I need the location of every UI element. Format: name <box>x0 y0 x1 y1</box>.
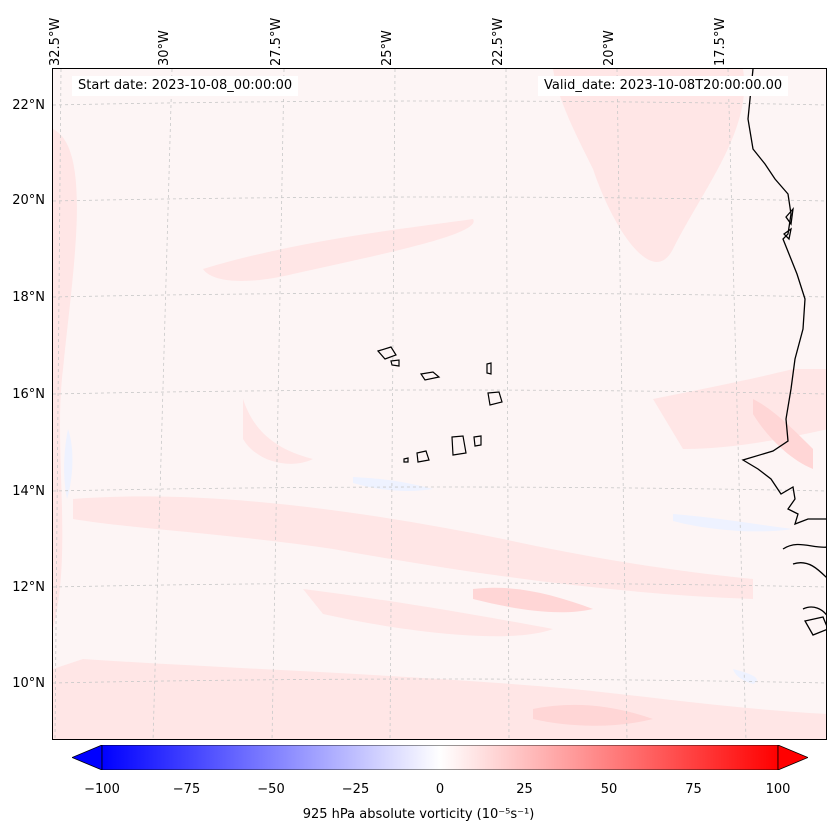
map-panel[interactable] <box>52 68 827 740</box>
start-date-label: Start date: 2023-10-08_00:00:00 <box>72 76 299 96</box>
lat-label-22n: 22°N <box>12 98 45 113</box>
brava-island <box>403 457 409 463</box>
colorbar-title: 925 hPa absolute vorticity (10⁻⁵s⁻¹) <box>302 807 535 822</box>
lat-label-12n: 12°N <box>12 580 45 595</box>
coastline <box>741 69 826 636</box>
lon-label-32-5w: 32.5°W <box>48 17 63 66</box>
colorbar-tick-label: 50 <box>600 782 618 797</box>
graticule <box>53 69 826 739</box>
lon-label-17-5w: 17.5°W <box>713 17 728 66</box>
lat-label-16n: 16°N <box>12 387 45 402</box>
lat-label-18n: 18°N <box>12 290 45 305</box>
colorbar-tick-label: 25 <box>516 782 533 797</box>
colorbar <box>72 745 808 770</box>
colorbar-tick-label: 100 <box>765 782 791 797</box>
lat-label-10n: 10°N <box>12 676 45 691</box>
colorbar-tick-label: −50 <box>257 782 285 797</box>
lat-label-14n: 14°N <box>12 484 45 499</box>
sao-vicente-island <box>390 359 400 367</box>
colorbar-max-extend <box>777 745 808 770</box>
lon-label-27-5w: 27.5°W <box>269 17 284 66</box>
sao-nicolau-island <box>419 371 441 381</box>
boa-vista-island <box>487 391 503 406</box>
positive-vorticity-fields <box>53 69 826 739</box>
colorbar-tick-label: −25 <box>341 782 370 797</box>
santo-antao-island <box>376 346 397 360</box>
lon-label-20w: 20°W <box>602 30 617 66</box>
fogo-island <box>416 450 430 463</box>
colorbar-tick-label: −75 <box>172 782 201 797</box>
valid-date-label: Valid_date: 2023-10-08T20:00:00.00 <box>538 76 789 96</box>
colorbar-tick-label: 75 <box>685 782 702 797</box>
colorbar-tick-label: 0 <box>435 782 445 797</box>
stronger-positive-vorticity <box>473 399 813 726</box>
colorbar-tick-label: −100 <box>84 782 120 797</box>
maio-island <box>473 435 482 447</box>
sal-island <box>486 362 492 375</box>
santiago-island <box>451 435 467 456</box>
africa-west-coast <box>741 69 826 526</box>
colorbar-min-extend <box>72 745 103 770</box>
lon-label-30w: 30°W <box>157 30 172 66</box>
lat-label-20n: 20°N <box>12 193 45 208</box>
map-canvas <box>53 69 826 739</box>
lon-label-25w: 25°W <box>380 30 395 66</box>
colorbar-gradient <box>101 745 779 770</box>
negative-vorticity-fields <box>64 429 793 684</box>
cape-verde-islands <box>376 346 503 463</box>
lon-label-22-5w: 22.5°W <box>491 17 506 66</box>
